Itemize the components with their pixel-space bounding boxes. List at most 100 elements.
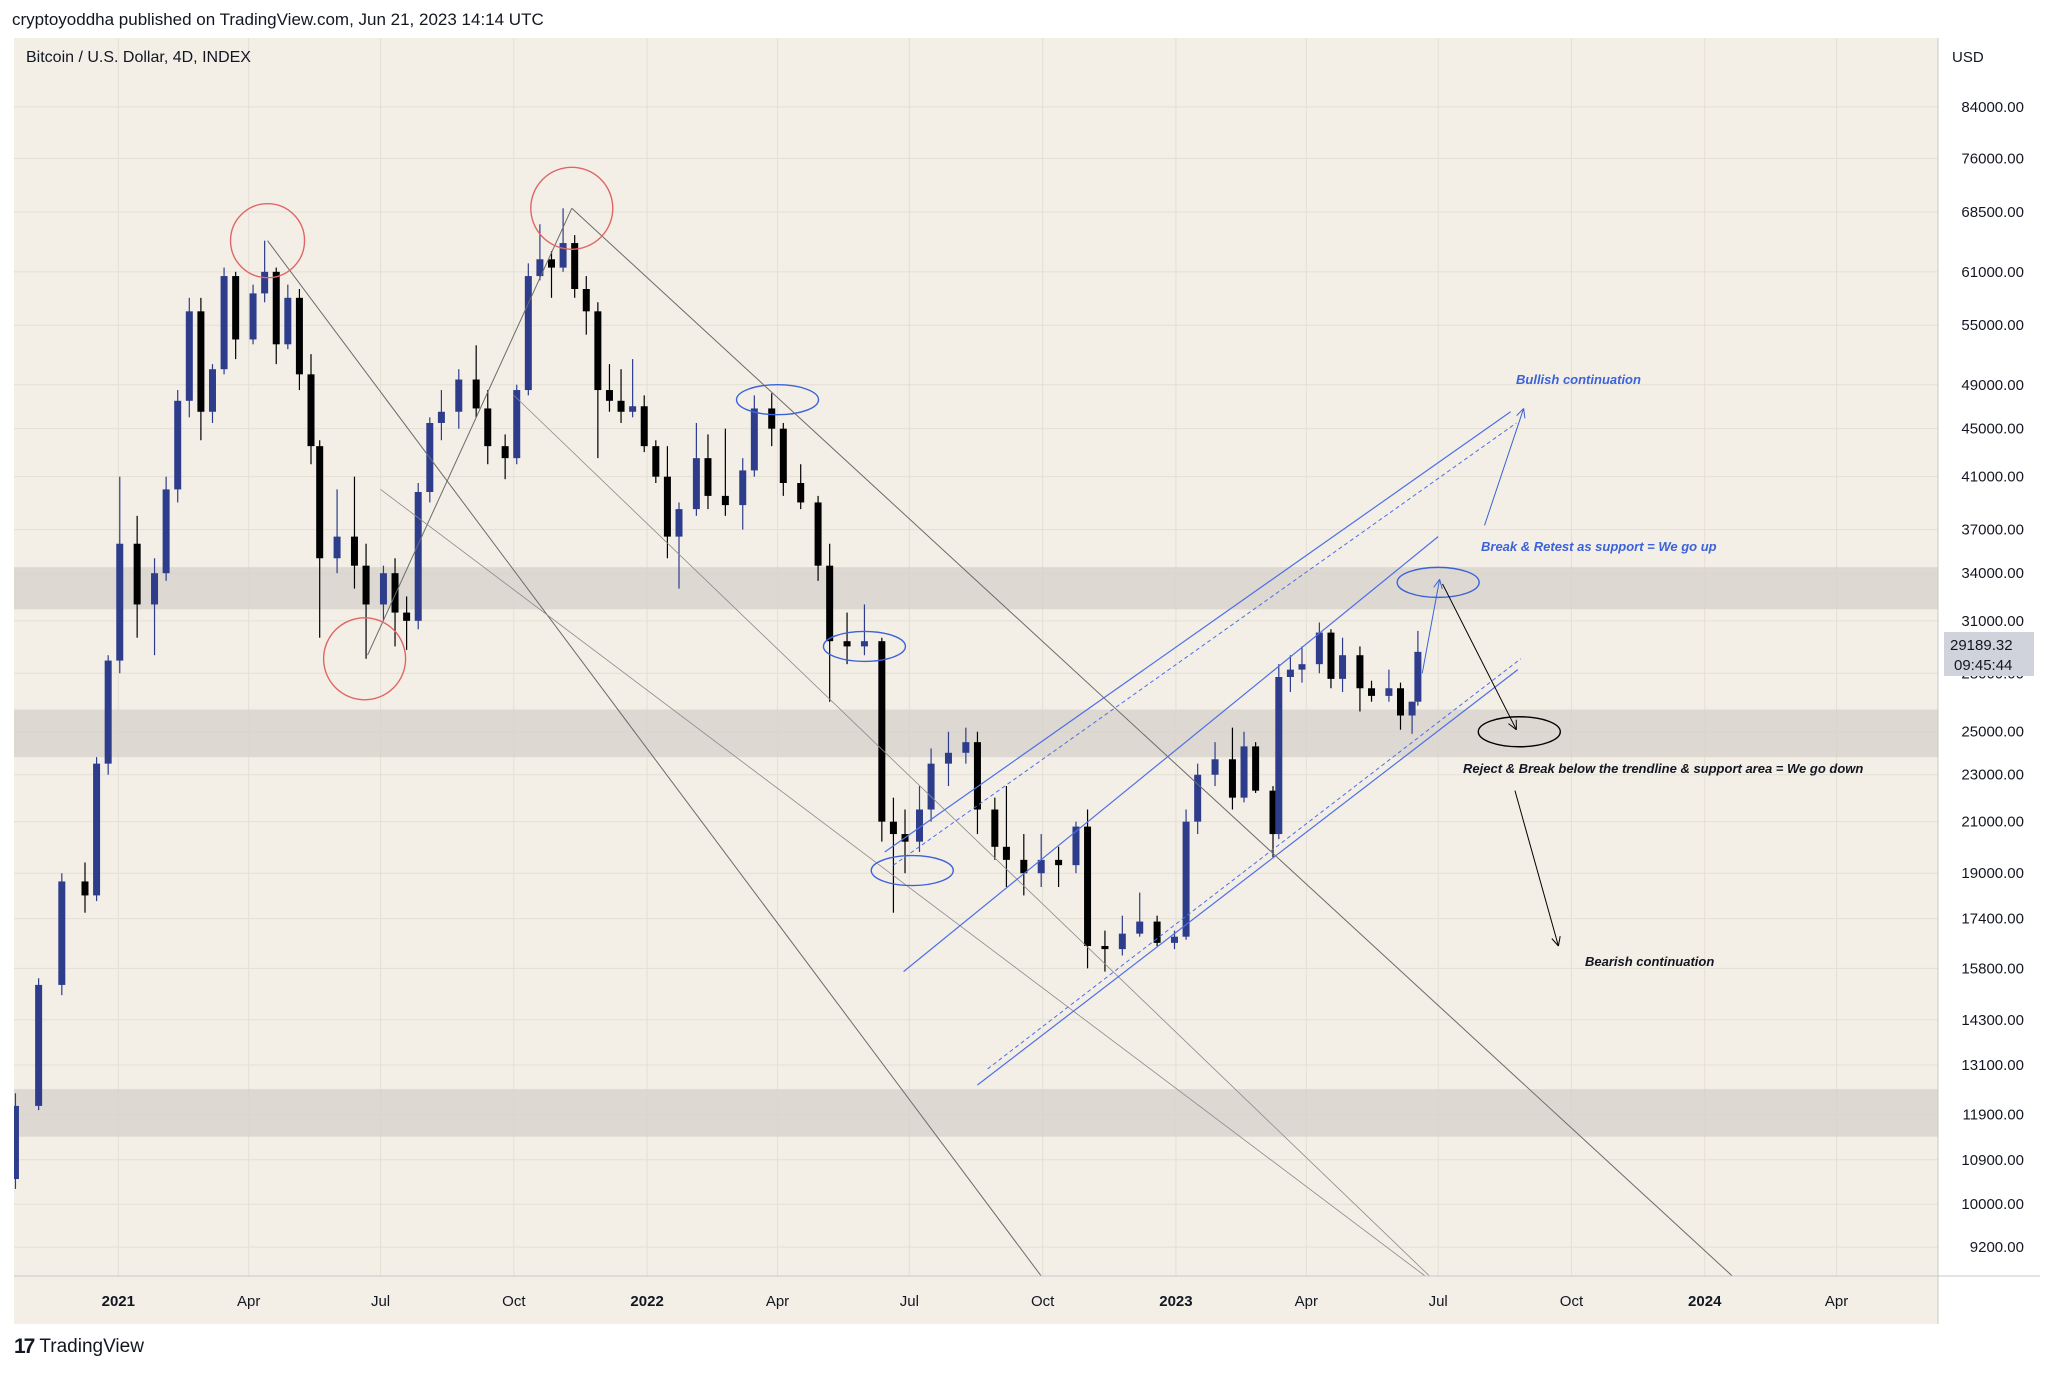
candle-body — [797, 482, 805, 503]
price-tick-label: 11900.00 — [1963, 1107, 2024, 1124]
candle-body — [350, 536, 358, 566]
path-down-arrow — [1442, 583, 1517, 730]
price-axis[interactable]: 84000.00 76000.00 68500.00 61000.00 55000.00… — [1961, 99, 2024, 1256]
candle-body — [1002, 846, 1010, 860]
candle-body — [249, 293, 257, 340]
price-tick-label: 68500.00 — [1961, 204, 2024, 221]
candle-body — [617, 400, 625, 412]
price-tick-label: 14300.00 — [1961, 1012, 2024, 1029]
time-tick-label: Oct — [502, 1293, 526, 1310]
time-tick-label: 2024 — [1688, 1293, 1722, 1310]
candle-body — [1240, 746, 1248, 798]
diagonal-trendline — [513, 395, 1430, 1277]
diagonal-trendline — [267, 240, 1042, 1277]
candle-body — [1252, 746, 1260, 791]
candle-body — [472, 379, 480, 409]
diagonal-trendline — [571, 207, 1733, 1277]
annotation-reject-break: Reject & Break below the trendline & sup… — [1463, 761, 1863, 776]
candle-body — [962, 742, 970, 753]
trendline-drawings — [229, 166, 1733, 1277]
price-tick-label: 23000.00 — [1961, 767, 2024, 784]
candle-body — [1228, 759, 1236, 798]
path-up-arrow — [1421, 579, 1441, 674]
price-tick-label: 49000.00 — [1961, 377, 2024, 394]
candle-body — [1055, 859, 1063, 866]
swing-low-circle — [322, 617, 407, 701]
candle-body — [1194, 774, 1202, 822]
candlestick-chart[interactable]: 84000.00 76000.00 68500.00 61000.00 55000.00… — [11, 38, 2040, 1324]
candle-body — [826, 565, 834, 642]
time-tick-label: Apr — [237, 1293, 260, 1310]
candle-body — [1153, 921, 1161, 943]
tradingview-logo[interactable]: 17 TradingView — [14, 1335, 144, 1359]
candle-body — [35, 984, 43, 1106]
candle-body — [991, 809, 999, 847]
candle-body — [455, 379, 463, 412]
price-tick-label: 61000.00 — [1961, 264, 2024, 281]
symbol-title[interactable]: Bitcoin / U.S. Dollar, 4D, INDEX — [26, 49, 251, 66]
path-down-arrow-head — [1508, 723, 1517, 731]
swing-high-circle — [229, 202, 306, 279]
swing-high-circle — [530, 166, 614, 250]
candle-body — [208, 369, 216, 412]
path-up-arrow-head — [1439, 579, 1443, 590]
chart-area[interactable]: 84000.00 76000.00 68500.00 61000.00 55000.00… — [11, 38, 2040, 1324]
price-tick-label: 55000.00 — [1961, 317, 2024, 334]
candle-body — [1315, 632, 1323, 665]
tradingview-logo-icon: 17 — [14, 1335, 35, 1358]
candle-body — [316, 446, 324, 559]
target-ellipse — [1477, 716, 1561, 748]
diagonal-trendline — [367, 208, 573, 656]
candle-body — [104, 660, 112, 764]
candle-body — [333, 536, 341, 559]
price-tick-label: 10000.00 — [1961, 1196, 2024, 1213]
bullish-arrow-head — [1523, 408, 1526, 419]
candle-body — [391, 573, 399, 613]
target-ellipse — [1396, 566, 1480, 599]
time-tick-label: 2022 — [630, 1293, 663, 1310]
candle-body — [1101, 945, 1109, 950]
channel-lower-dashed — [987, 658, 1522, 1070]
price-tick-label: 25000.00 — [1961, 724, 2024, 741]
price-tick-label: 45000.00 — [1961, 421, 2024, 438]
candle-body — [1339, 655, 1347, 679]
support-zone — [14, 567, 1938, 610]
candle-body — [437, 411, 445, 423]
price-tick-label: 17400.00 — [1961, 911, 2024, 928]
time-tick-label: 2021 — [102, 1293, 135, 1310]
candle-body — [58, 881, 66, 985]
candle-body — [295, 297, 303, 375]
candle-body — [878, 641, 886, 822]
candle-body — [750, 408, 758, 471]
candle-body — [81, 881, 89, 896]
channel-upper-dashed — [893, 422, 1517, 866]
candle-body — [1275, 677, 1283, 835]
price-tick-label: 34000.00 — [1961, 565, 2024, 582]
candle-body — [116, 543, 124, 661]
support-resistance-zones — [14, 567, 1938, 1137]
candle-body — [927, 763, 935, 810]
candle-body — [692, 458, 700, 510]
candle-body — [220, 276, 228, 370]
diagonal-trendline — [380, 489, 1426, 1277]
price-tick-label: 9200.00 — [1970, 1239, 2024, 1256]
candle-body — [1211, 759, 1219, 775]
bullish-arrow — [1484, 408, 1525, 526]
candle-body — [536, 259, 544, 277]
candle-body — [571, 243, 579, 290]
candle-body — [362, 565, 370, 605]
candle-body — [675, 509, 683, 537]
time-tick-label: Oct — [1560, 1293, 1584, 1310]
candle-body — [151, 573, 159, 605]
price-tick-label: 13100.00 — [1961, 1057, 2024, 1074]
candle-body — [860, 641, 868, 647]
candle-body — [663, 476, 671, 537]
price-tick-label: 19000.00 — [1961, 865, 2024, 882]
price-tick-label: 31000.00 — [1961, 613, 2024, 630]
candle-body — [524, 276, 532, 391]
time-axis[interactable]: 2021 Apr Jul Oct 2022 Apr Jul Oct 2023 Apr Jul Oct 2… — [102, 1293, 1849, 1310]
time-tick-label: Oct — [1031, 1293, 1055, 1310]
candle-body — [1182, 821, 1190, 937]
path-up-arrow-head — [1433, 579, 1441, 588]
candle-body — [513, 390, 521, 459]
